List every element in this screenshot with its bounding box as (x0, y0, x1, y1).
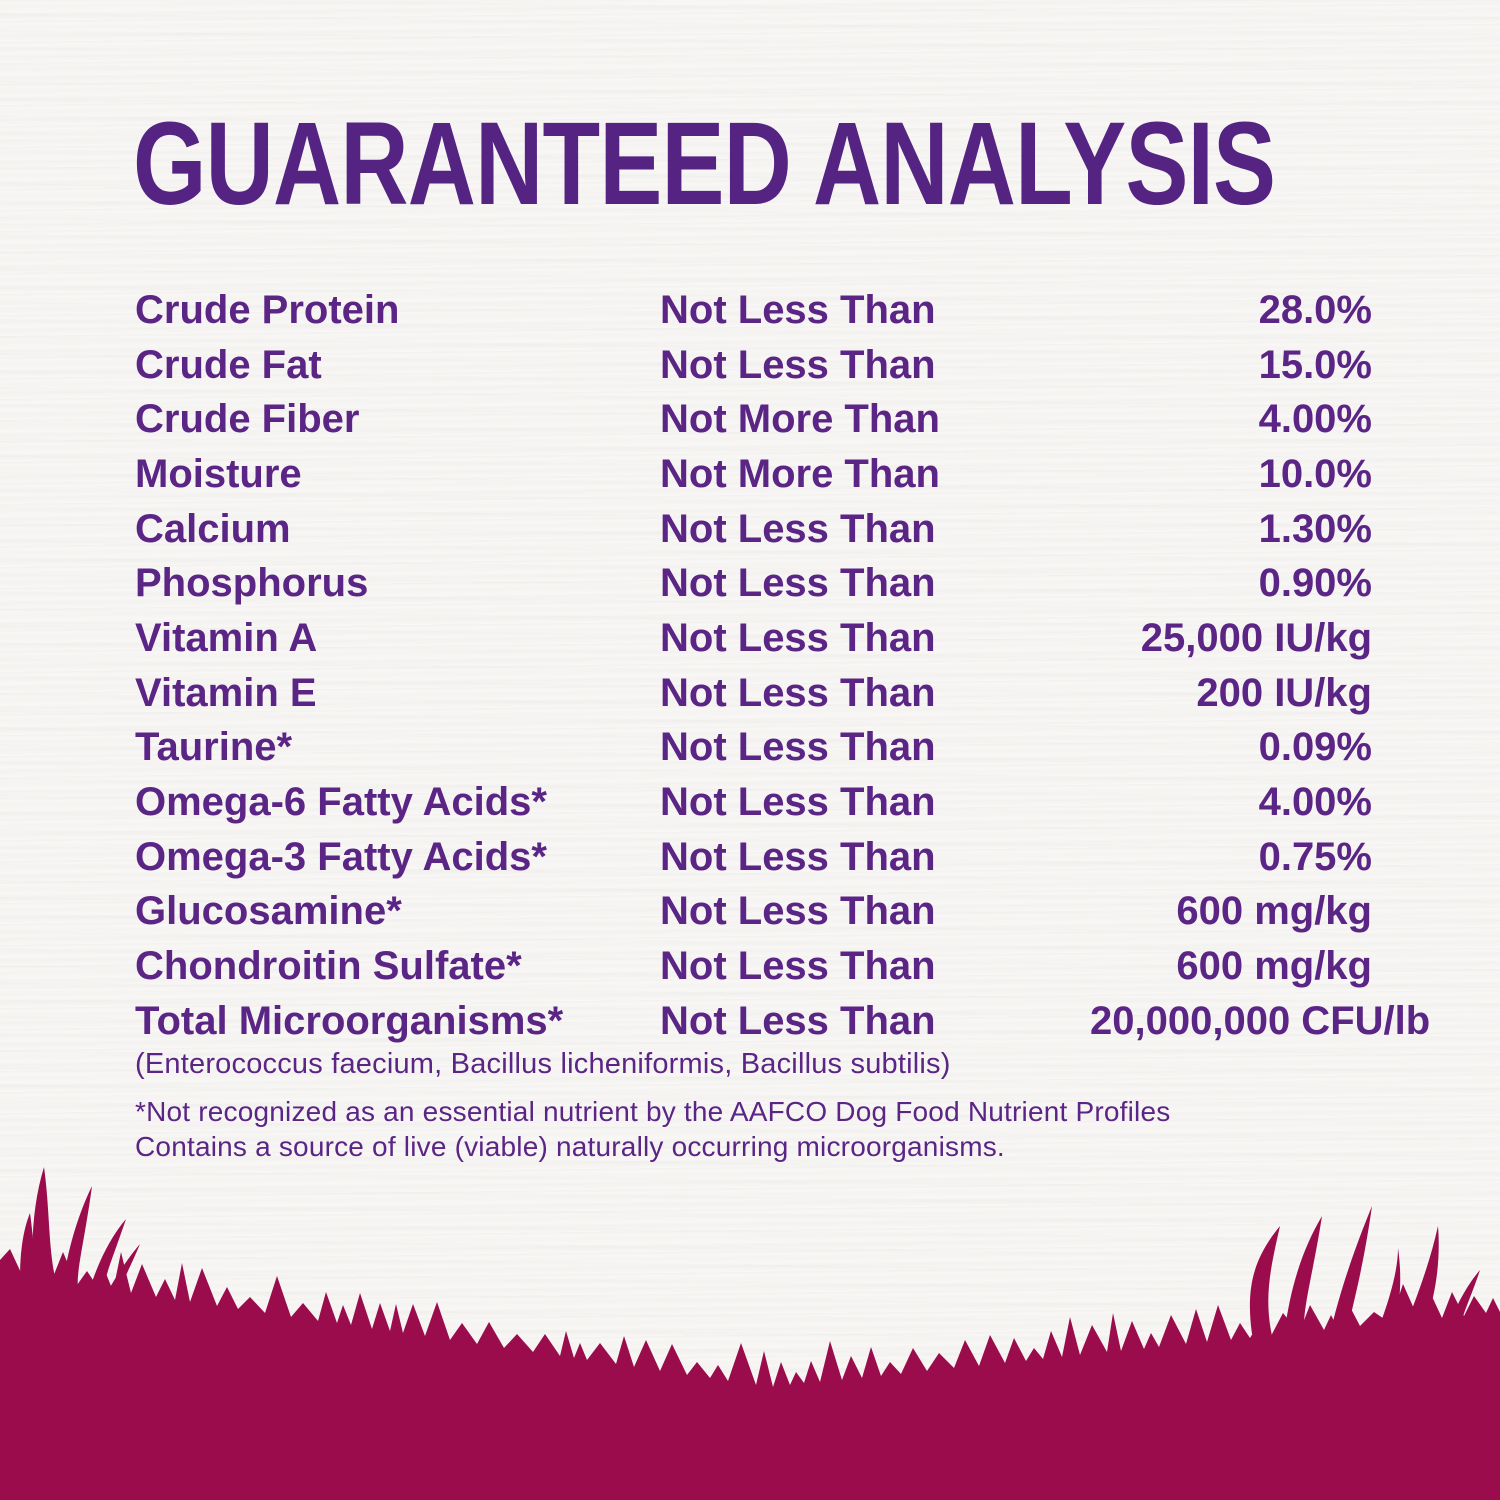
nutrient-qualifier: Not More Than (660, 451, 940, 496)
nutrient-qualifier: Not Less Than (660, 725, 936, 770)
table-row: Moisture Not More Than 10.0% (135, 447, 1372, 502)
table-row: Phosphorus Not Less Than 0.90% (135, 556, 1372, 611)
table-row: Crude Fiber Not More Than 4.00% (135, 392, 1372, 447)
footnote-line-1: *Not recognized as an essential nutrient… (135, 1096, 1171, 1127)
nutrient-name: Omega-6 Fatty Acids* (135, 780, 547, 825)
nutrient-qualifier: Not Less Than (660, 834, 936, 879)
table-row: Omega-6 Fatty Acids* Not Less Than 4.00% (135, 775, 1372, 830)
nutrient-value: 200 IU/kg (1196, 670, 1372, 715)
nutrient-name: Crude Fat (135, 342, 322, 387)
nutrient-name: Total Microorganisms* (135, 998, 564, 1043)
nutrient-qualifier: Not Less Than (660, 342, 936, 387)
table-row: Crude Fat Not Less Than 15.0% (135, 338, 1372, 393)
table-row: Chondroitin Sulfate* Not Less Than 600 m… (135, 939, 1372, 994)
table-row: Omega-3 Fatty Acids* Not Less Than 0.75% (135, 830, 1372, 885)
nutrient-name: Crude Fiber (135, 397, 360, 442)
nutrient-name: Moisture (135, 451, 302, 496)
page-title: GUARANTEED ANALYSIS (133, 98, 1276, 230)
nutrient-name: Taurine* (135, 725, 293, 770)
grass-blades-left (20, 1167, 140, 1300)
nutrient-qualifier: Not Less Than (660, 780, 936, 825)
nutrient-value: 0.09% (1258, 725, 1372, 770)
nutrient-value: 4.00% (1258, 397, 1372, 442)
table-row: Calcium Not Less Than 1.30% (135, 502, 1372, 557)
guaranteed-analysis-table: Crude Protein Not Less Than 28.0% Crude … (135, 283, 1430, 1049)
nutrient-value: 10.0% (1258, 451, 1372, 496)
nutrient-value: 1.30% (1258, 506, 1372, 551)
grass-blades-right (1249, 1206, 1480, 1338)
nutrient-name: Glucosamine* (135, 889, 402, 934)
table-row: Vitamin A Not Less Than 25,000 IU/kg (135, 611, 1372, 666)
nutrient-qualifier: Not Less Than (660, 561, 936, 606)
table-row: Glucosamine* Not Less Than 600 mg/kg (135, 885, 1372, 940)
grass-silhouette (0, 1167, 1500, 1500)
nutrient-value: 0.90% (1258, 561, 1372, 606)
nutrient-qualifier: Not Less Than (660, 615, 936, 660)
nutrient-name: Crude Protein (135, 287, 400, 332)
nutrient-qualifier: Not More Than (660, 397, 940, 442)
table-row: Crude Protein Not Less Than 28.0% (135, 283, 1372, 338)
nutrient-value: 20,000,000 CFU/lb (1090, 998, 1431, 1043)
nutrient-name: Vitamin E (135, 670, 317, 715)
nutrient-value: 28.0% (1258, 287, 1372, 332)
nutrient-value: 15.0% (1258, 342, 1372, 387)
nutrient-name: Vitamin A (135, 615, 318, 660)
grass-mound (0, 1248, 1500, 1500)
nutrient-name: Phosphorus (135, 561, 369, 606)
footnote-block: *Not recognized as an essential nutrient… (135, 1094, 1170, 1164)
nutrient-name: Chondroitin Sulfate* (135, 944, 522, 989)
nutrient-name: Calcium (135, 506, 291, 551)
nutrient-qualifier: Not Less Than (660, 670, 936, 715)
nutrient-value: 0.75% (1258, 834, 1372, 879)
table-row: Taurine* Not Less Than 0.09% (135, 721, 1372, 776)
nutrient-value: 600 mg/kg (1176, 944, 1372, 989)
nutrient-value: 600 mg/kg (1176, 889, 1372, 934)
nutrient-qualifier: Not Less Than (660, 998, 936, 1043)
nutrient-qualifier: Not Less Than (660, 889, 936, 934)
nutrient-value: 25,000 IU/kg (1140, 615, 1372, 660)
table-row: Vitamin E Not Less Than 200 IU/kg (135, 666, 1372, 721)
nutrient-value: 4.00% (1258, 780, 1372, 825)
nutrient-qualifier: Not Less Than (660, 506, 936, 551)
microorganisms-note: (Enterococcus faecium, Bacillus lichenif… (135, 1048, 951, 1080)
nutrient-name: Omega-3 Fatty Acids* (135, 834, 547, 879)
nutrient-qualifier: Not Less Than (660, 944, 936, 989)
table-row: Total Microorganisms* Not Less Than 20,0… (135, 994, 1430, 1049)
nutrient-qualifier: Not Less Than (660, 287, 936, 332)
footnote-line-2: Contains a source of live (viable) natur… (135, 1131, 1005, 1162)
